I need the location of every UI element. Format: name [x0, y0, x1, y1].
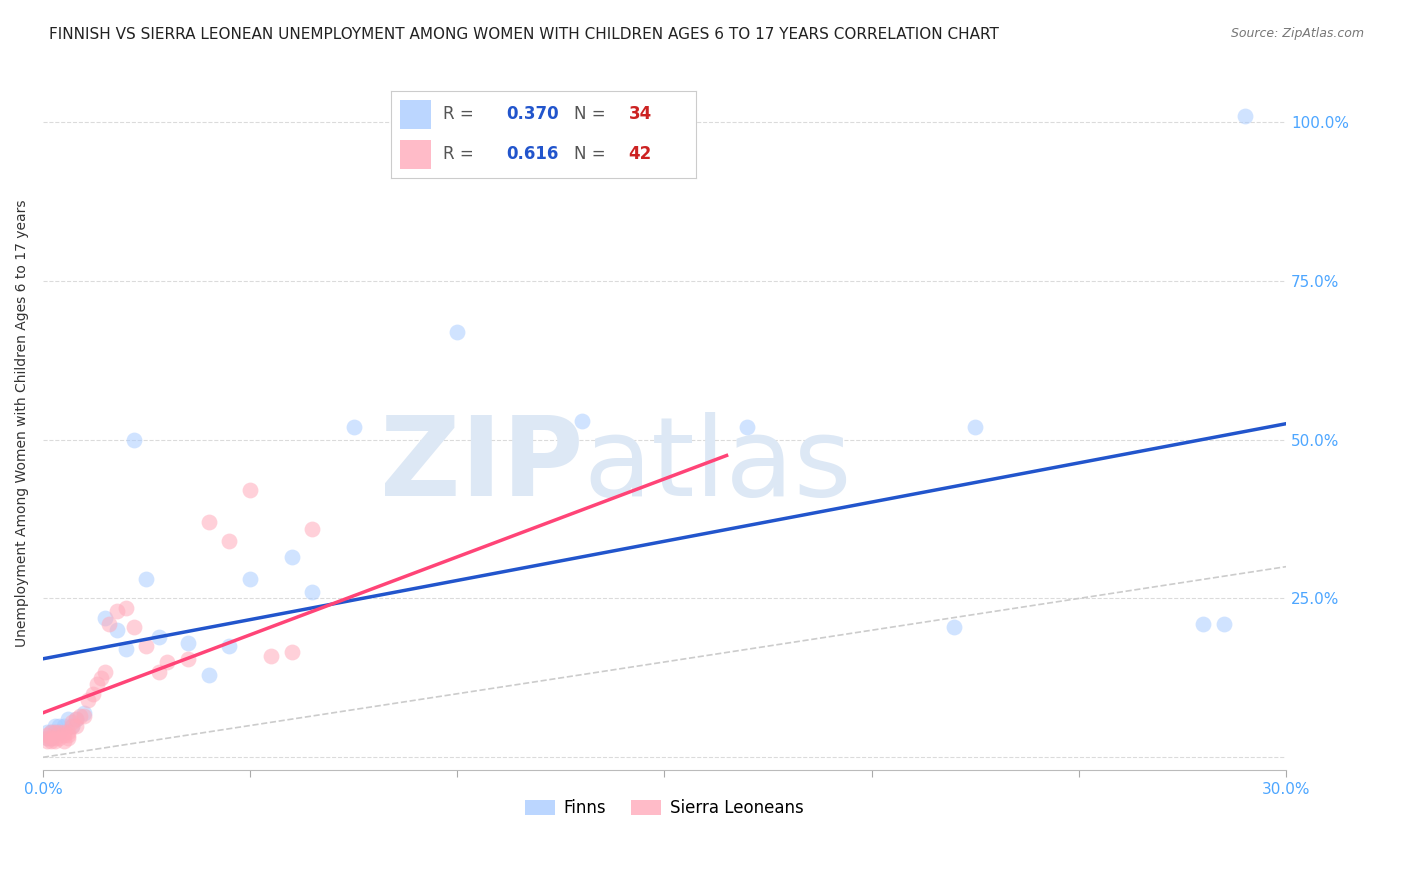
Point	[60, 715, 83, 730]
Point	[65, 712, 87, 726]
Point	[197, 515, 219, 529]
Point	[56, 712, 79, 726]
Point	[48, 718, 70, 732]
Point	[48, 724, 70, 739]
Point	[56, 724, 79, 739]
Point	[82, 687, 104, 701]
Point	[218, 639, 240, 653]
Point	[114, 601, 136, 615]
Point	[737, 420, 759, 434]
Point	[98, 616, 121, 631]
Point	[148, 665, 170, 679]
Point	[86, 677, 108, 691]
Point	[148, 630, 170, 644]
Point	[44, 731, 66, 746]
Point	[239, 483, 262, 498]
Point	[301, 585, 323, 599]
Text: atlas: atlas	[583, 412, 852, 519]
Point	[35, 731, 58, 746]
Point	[197, 667, 219, 681]
Point	[280, 645, 302, 659]
Point	[943, 620, 966, 634]
Point	[177, 652, 200, 666]
Point	[52, 728, 75, 742]
Point	[156, 655, 179, 669]
Point	[60, 718, 83, 732]
Text: FINNISH VS SIERRA LEONEAN UNEMPLOYMENT AMONG WOMEN WITH CHILDREN AGES 6 TO 17 YE: FINNISH VS SIERRA LEONEAN UNEMPLOYMENT A…	[49, 27, 1000, 42]
Point	[39, 734, 62, 748]
Point	[48, 731, 70, 746]
Point	[39, 731, 62, 746]
Point	[44, 734, 66, 748]
Point	[35, 724, 58, 739]
Point	[69, 709, 91, 723]
Point	[39, 724, 62, 739]
Point	[65, 718, 87, 732]
Point	[1233, 109, 1256, 123]
Point	[135, 573, 157, 587]
Point	[122, 433, 145, 447]
Point	[94, 665, 117, 679]
Point	[39, 731, 62, 746]
Point	[1212, 616, 1234, 631]
Point	[35, 728, 58, 742]
Point	[239, 573, 262, 587]
Point	[114, 642, 136, 657]
Point	[1192, 616, 1215, 631]
Point	[280, 550, 302, 565]
Point	[44, 718, 66, 732]
Point	[343, 420, 366, 434]
Point	[77, 693, 100, 707]
Point	[218, 534, 240, 549]
Point	[39, 724, 62, 739]
Point	[107, 604, 129, 618]
Point	[44, 724, 66, 739]
Point	[260, 648, 283, 663]
Legend: Finns, Sierra Leoneans: Finns, Sierra Leoneans	[519, 793, 810, 824]
Point	[52, 734, 75, 748]
Point	[35, 731, 58, 746]
Point	[44, 724, 66, 739]
Point	[52, 718, 75, 732]
Point	[446, 325, 468, 339]
Point	[52, 724, 75, 739]
Point	[122, 620, 145, 634]
Point	[48, 724, 70, 739]
Point	[135, 639, 157, 653]
Point	[35, 734, 58, 748]
Point	[571, 413, 593, 427]
Text: ZIP: ZIP	[380, 412, 583, 519]
Point	[56, 731, 79, 746]
Point	[301, 522, 323, 536]
Point	[60, 718, 83, 732]
Point	[90, 671, 112, 685]
Text: Source: ZipAtlas.com: Source: ZipAtlas.com	[1230, 27, 1364, 40]
Point	[73, 706, 96, 720]
Point	[65, 712, 87, 726]
Point	[73, 709, 96, 723]
Point	[965, 420, 987, 434]
Y-axis label: Unemployment Among Women with Children Ages 6 to 17 years: Unemployment Among Women with Children A…	[15, 200, 30, 648]
Point	[94, 610, 117, 624]
Point	[177, 636, 200, 650]
Point	[56, 728, 79, 742]
Point	[107, 624, 129, 638]
